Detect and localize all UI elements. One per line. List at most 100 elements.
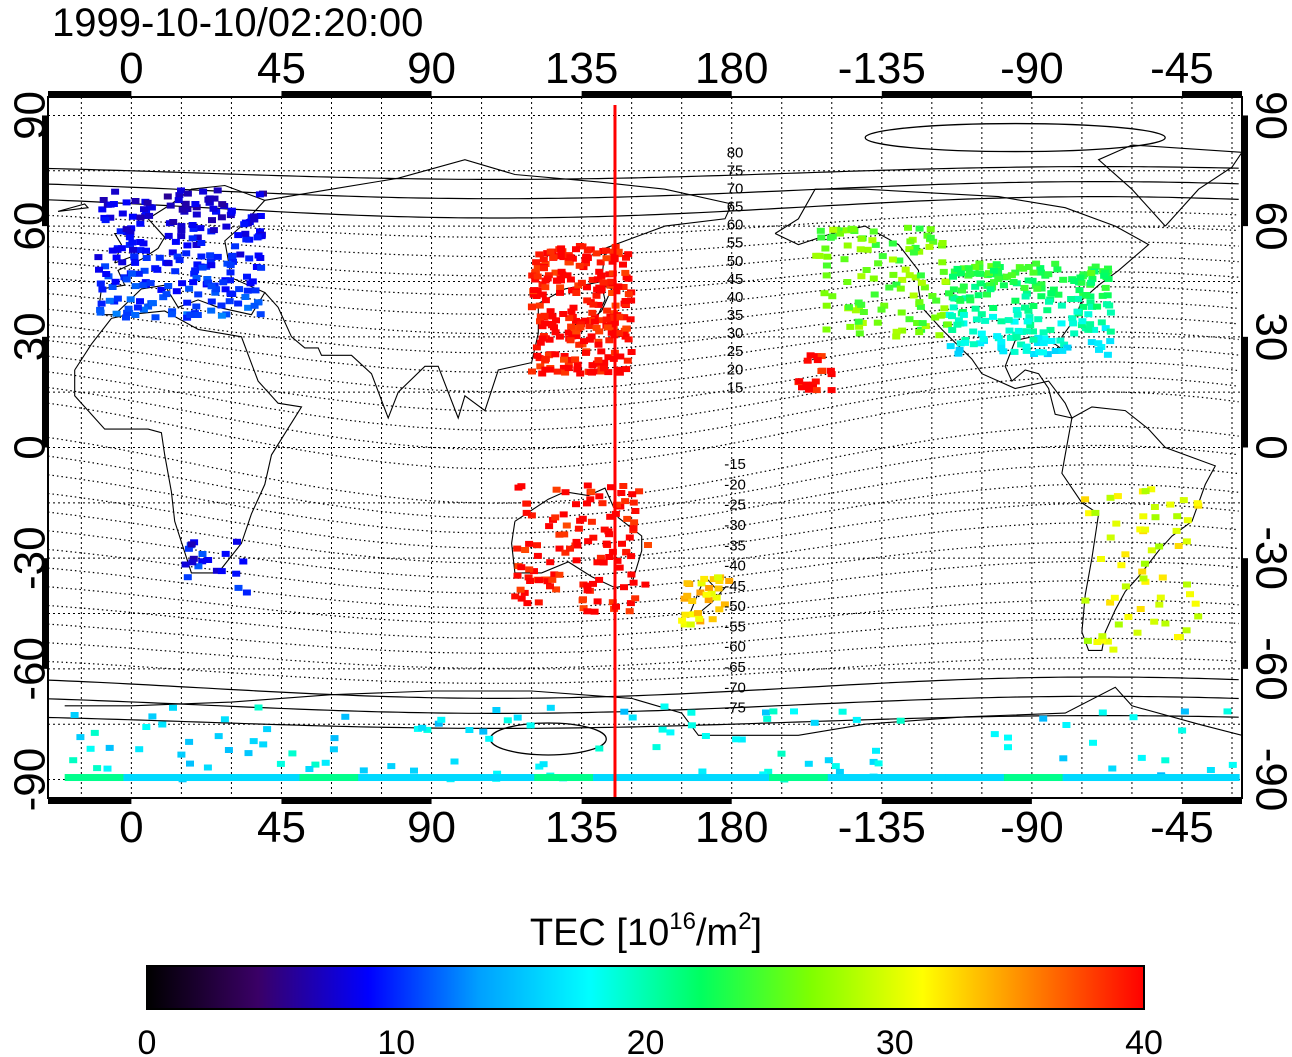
- tec-point: [1136, 606, 1145, 612]
- tec-point: [1031, 282, 1040, 289]
- tec-point: [1097, 319, 1106, 326]
- tec-point: [556, 284, 565, 291]
- tec-point: [1102, 301, 1111, 308]
- tec-point: [122, 199, 131, 206]
- tec-point: [562, 522, 571, 529]
- tec-point: [556, 289, 564, 296]
- tec-point: [950, 295, 959, 302]
- tec-point: [126, 296, 135, 303]
- tec-band-segment: [182, 774, 242, 782]
- tec-point: [702, 591, 711, 598]
- tec-point: [148, 300, 157, 307]
- contour-label-south: -40: [724, 558, 746, 575]
- tec-point: [989, 267, 998, 274]
- right-latitude-labels: 90 60 30 0 -30 -60 -90: [1246, 91, 1292, 811]
- tec-point: [870, 291, 879, 298]
- contour-label-north: 75: [727, 162, 744, 179]
- tec-point: [813, 353, 822, 360]
- tec-point: [1106, 534, 1115, 541]
- tec-point: [583, 587, 592, 594]
- tec-point: [869, 275, 878, 282]
- contour-line: [48, 676, 1239, 699]
- tec-point: [569, 304, 578, 311]
- tec-point: [214, 733, 223, 740]
- tec-point: [177, 751, 186, 758]
- right-latitude-label: -90: [1246, 748, 1292, 812]
- tec-point: [606, 513, 615, 520]
- tec-point: [976, 280, 985, 287]
- right-latitude-label: 30: [1246, 312, 1292, 361]
- tec-point: [823, 253, 832, 260]
- left-latitude-label: -90: [6, 748, 55, 812]
- tec-point: [971, 263, 980, 270]
- tec-point: [536, 339, 545, 346]
- tec-point: [958, 287, 966, 294]
- tec-point: [615, 330, 624, 337]
- bottom-longitude-label: -135: [838, 803, 926, 852]
- tec-point: [813, 357, 822, 364]
- tec-band-segment: [769, 774, 829, 782]
- tec-point: [548, 313, 557, 320]
- contour-label-south: -75: [724, 700, 746, 717]
- tec-point: [859, 309, 868, 315]
- tec-point: [687, 722, 696, 729]
- tec-point: [630, 519, 639, 526]
- tec-point: [619, 483, 628, 489]
- tec-point: [1017, 341, 1026, 348]
- tec-point: [628, 491, 637, 498]
- contour-line: [48, 637, 1239, 669]
- tec-point: [212, 286, 221, 293]
- tec-point: [1137, 754, 1146, 761]
- tec-point: [546, 366, 555, 373]
- tec-point: [1044, 271, 1053, 278]
- frame-bar-bottom: [881, 798, 1032, 804]
- tec-point: [985, 282, 994, 289]
- tec-point: [124, 305, 133, 312]
- tec-point: [959, 265, 968, 272]
- tec-point: [575, 341, 584, 348]
- tec-point: [546, 583, 554, 590]
- tec-point: [413, 725, 422, 732]
- tec-point: [233, 538, 241, 545]
- tec-point: [972, 316, 981, 323]
- tec-point: [536, 318, 544, 325]
- tec-point: [790, 708, 798, 715]
- tec-point: [615, 366, 623, 373]
- tec-point: [535, 577, 543, 584]
- tec-point: [1014, 327, 1023, 334]
- tec-point: [166, 202, 175, 209]
- tec-point: [231, 243, 240, 250]
- tec-point: [557, 245, 566, 252]
- tec-point: [228, 252, 237, 259]
- tec-point: [708, 616, 717, 623]
- bottom-longitude-label: 90: [407, 803, 456, 852]
- tec-point: [1089, 739, 1097, 746]
- contour-label-north: 20: [727, 361, 744, 378]
- tec-point: [614, 283, 623, 290]
- tec-point: [144, 303, 153, 310]
- tec-point: [167, 311, 176, 318]
- right-latitude-label: 60: [1246, 202, 1292, 251]
- tec-point: [1045, 298, 1053, 305]
- tec-point: [96, 280, 105, 287]
- pole-contour: [864, 122, 1166, 153]
- right-latitude-label: 90: [1246, 91, 1292, 140]
- tec-point: [1004, 744, 1012, 751]
- tec-point: [586, 317, 595, 324]
- tec-point: [580, 338, 588, 345]
- tec-point: [538, 335, 547, 342]
- tec-point: [1069, 320, 1078, 327]
- tec-point: [212, 567, 221, 574]
- tec-point: [622, 366, 631, 373]
- tec-point: [548, 576, 557, 583]
- tec-point: [617, 490, 626, 496]
- tec-point: [966, 297, 975, 304]
- contour-label-south: -65: [724, 659, 746, 676]
- tec-point: [888, 240, 897, 247]
- tec-point: [828, 233, 837, 240]
- tec-point: [533, 264, 542, 271]
- tec-point: [1057, 320, 1066, 327]
- tec-point: [854, 299, 863, 306]
- tec-point: [817, 353, 826, 360]
- tec-point: [151, 314, 160, 321]
